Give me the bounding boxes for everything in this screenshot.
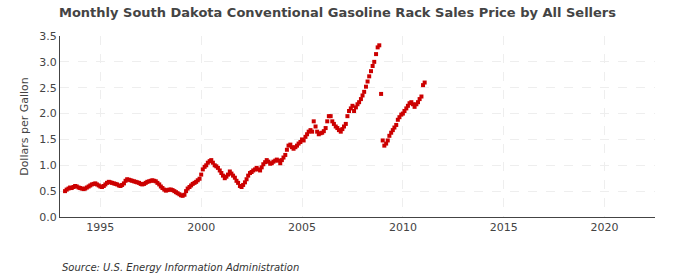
svg-text:2.5: 2.5 [39, 82, 57, 95]
svg-text:1.0: 1.0 [39, 159, 57, 172]
svg-text:1.5: 1.5 [39, 133, 57, 146]
svg-text:0.0: 0.0 [39, 211, 57, 224]
svg-text:Source: U.S. Energy Informatio: Source: U.S. Energy Information Administ… [62, 262, 299, 273]
svg-text:Monthly South Dakota Conventio: Monthly South Dakota Conventional Gasoli… [59, 5, 616, 20]
svg-text:2000: 2000 [187, 221, 215, 234]
svg-text:3.0: 3.0 [39, 56, 57, 69]
svg-text:2005: 2005 [288, 221, 316, 234]
svg-text:2015: 2015 [490, 221, 518, 234]
svg-text:1995: 1995 [86, 221, 114, 234]
svg-text:2010: 2010 [389, 221, 417, 234]
svg-text:3.5: 3.5 [39, 30, 57, 43]
svg-text:0.5: 0.5 [39, 185, 57, 198]
svg-text:Dollars per Gallon: Dollars per Gallon [18, 77, 31, 176]
svg-text:2020: 2020 [591, 221, 619, 234]
svg-text:2.0: 2.0 [39, 107, 57, 120]
